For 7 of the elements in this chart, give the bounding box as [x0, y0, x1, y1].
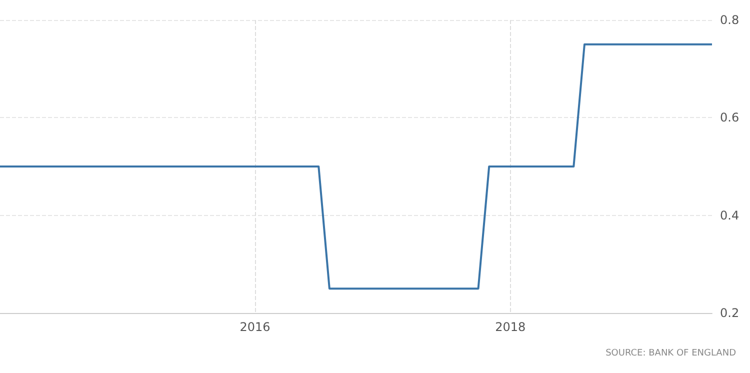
source-note: SOURCE: BANK OF ENGLAND [606, 348, 736, 358]
y-tick-label: 0.6 [720, 110, 740, 125]
x-tick-label: 2018 [495, 320, 526, 334]
y-tick-label: 0.8 [720, 13, 740, 27]
y-tick-label: 0.2 [720, 306, 740, 320]
x-tick-label: 2016 [240, 320, 270, 334]
y-tick-label: 0.4 [720, 208, 740, 222]
